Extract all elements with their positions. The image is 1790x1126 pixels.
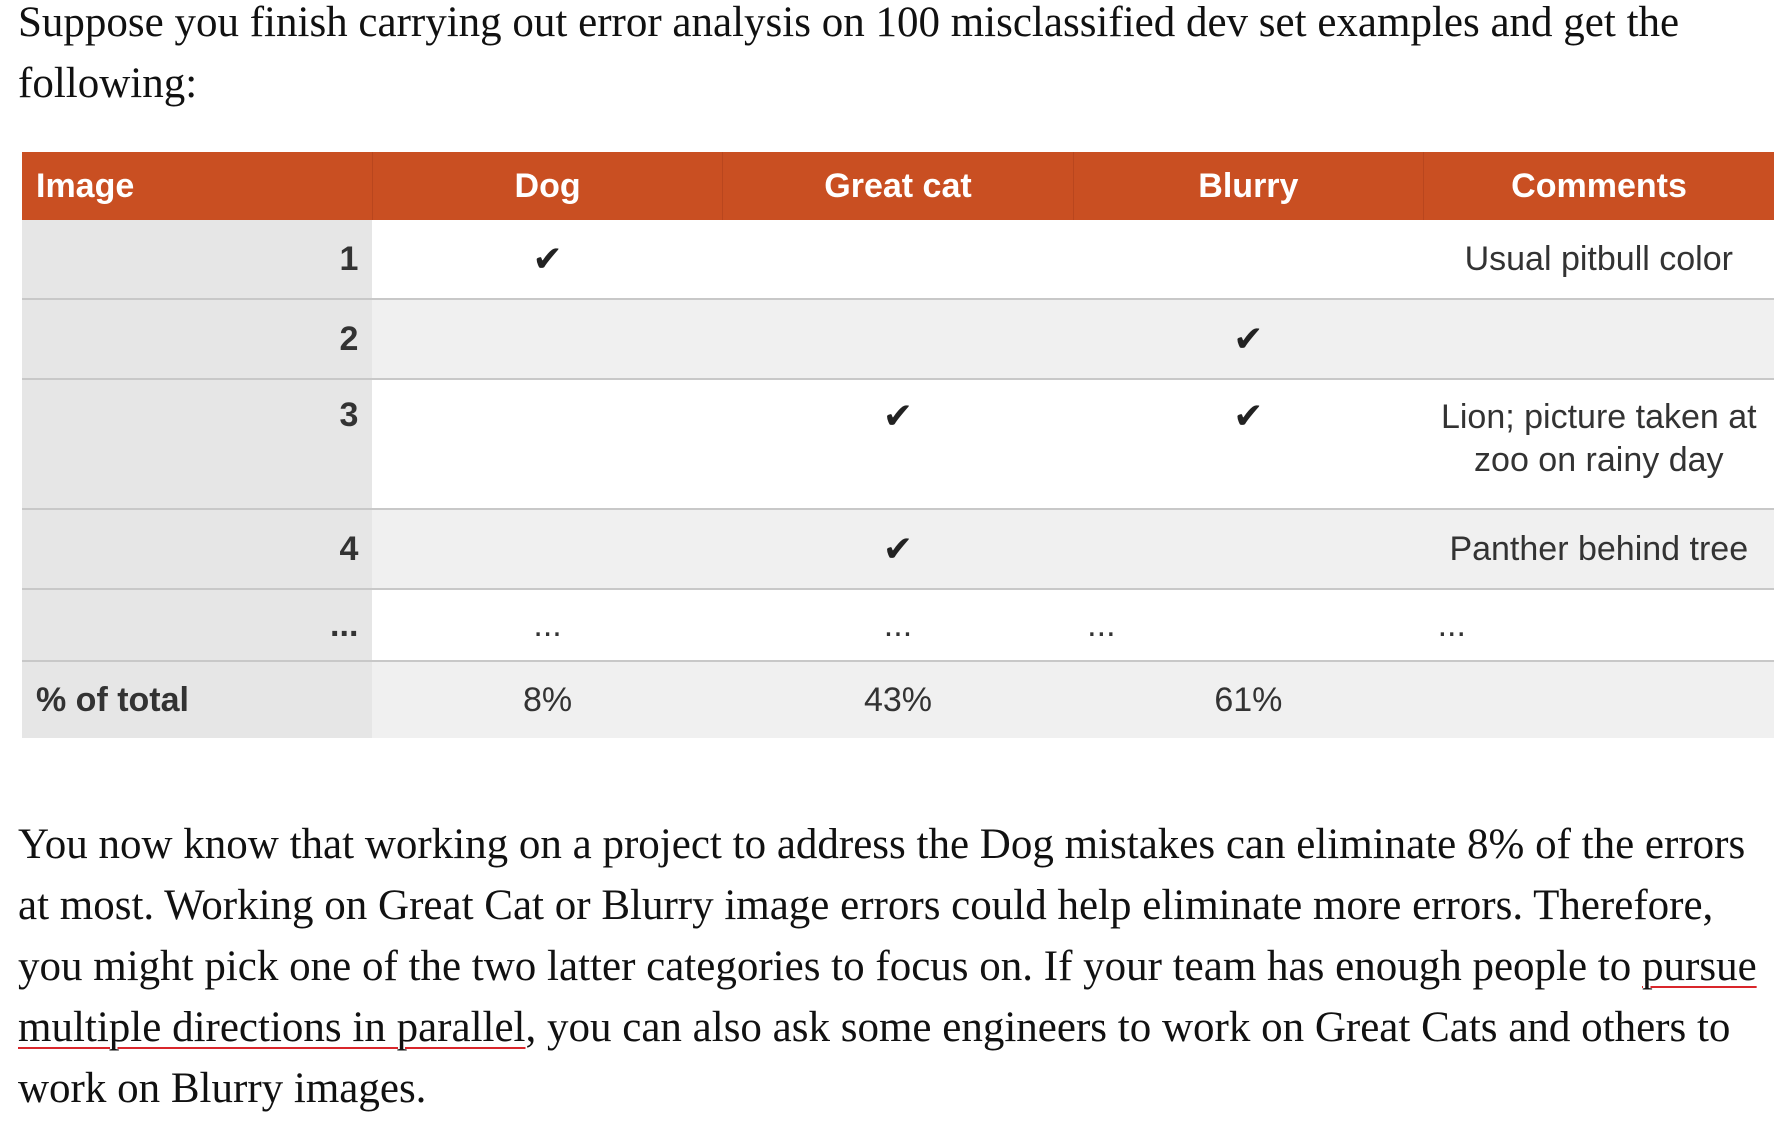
- outro-text-before-link: You now know that working on a project t…: [18, 821, 1746, 990]
- table-row: ... ... ... ... ...: [22, 589, 1774, 662]
- great-cat-ellipsis: ...: [722, 589, 1074, 662]
- blurry-check: ✔: [1073, 379, 1424, 510]
- dog-total: 8%: [372, 661, 723, 738]
- dog-check: ✔: [372, 220, 723, 300]
- total-row: % of total 8% 43% 61%: [22, 661, 1774, 738]
- blurry-check: [1073, 509, 1424, 590]
- parallel-directions-link[interactable]: pursue multiple directions in parallel: [18, 943, 1757, 1051]
- intro-paragraph: Suppose you finish carrying out error an…: [18, 0, 1680, 107]
- row-comment: Lion; picture taken at zoo on rainy day: [1423, 379, 1774, 510]
- row-image-id: 2: [22, 299, 373, 380]
- blurry-ellipsis: ...: [1073, 589, 1424, 662]
- row-image-id: ...: [22, 589, 373, 662]
- table-row: 1 ✔ Usual pitbull color: [22, 220, 1774, 300]
- row-comment: Panther behind tree: [1423, 509, 1774, 590]
- great-cat-check: ✔: [722, 509, 1074, 590]
- row-image-id: 4: [22, 509, 373, 590]
- great-cat-check: ✔: [722, 379, 1074, 510]
- error-analysis-table: Image Dog Great cat Blurry Comments 1 ✔ …: [22, 152, 1774, 738]
- total-label: % of total: [22, 661, 373, 738]
- table-row: 4 ✔ Panther behind tree: [22, 509, 1774, 590]
- header-great-cat: Great cat: [722, 152, 1074, 220]
- outro-paragraph: You now know that working on a project t…: [18, 814, 1778, 1119]
- header-image: Image: [22, 152, 373, 220]
- table-row: 2 ✔: [22, 299, 1774, 380]
- dog-check: [372, 299, 723, 380]
- great-cat-check: [722, 220, 1074, 300]
- header-dog: Dog: [372, 152, 724, 220]
- great-cat-check: [722, 299, 1074, 380]
- header-blurry: Blurry: [1073, 152, 1425, 220]
- header-comments: Comments: [1423, 152, 1774, 220]
- row-comment: [1423, 299, 1774, 380]
- dog-check: [372, 509, 723, 590]
- outro-text-after-link: , you can also ask some engineers to wor…: [18, 1004, 1731, 1112]
- blurry-check: ✔: [1073, 299, 1424, 380]
- table-row: 3 ✔ ✔ Lion; picture taken at zoo on rain…: [22, 379, 1774, 510]
- comments-ellipsis: ...: [1423, 589, 1774, 662]
- blurry-total: 61%: [1073, 661, 1424, 738]
- great-cat-total: 43%: [722, 661, 1074, 738]
- blurry-check: [1073, 220, 1424, 300]
- row-image-id: 3: [22, 379, 373, 510]
- dog-ellipsis: ...: [372, 589, 723, 662]
- comments-total: [1423, 661, 1774, 738]
- dog-check: [372, 379, 723, 510]
- table-header-row: Image Dog Great cat Blurry Comments: [22, 152, 1774, 220]
- row-comment: Usual pitbull color: [1423, 220, 1774, 300]
- row-image-id: 1: [22, 220, 373, 300]
